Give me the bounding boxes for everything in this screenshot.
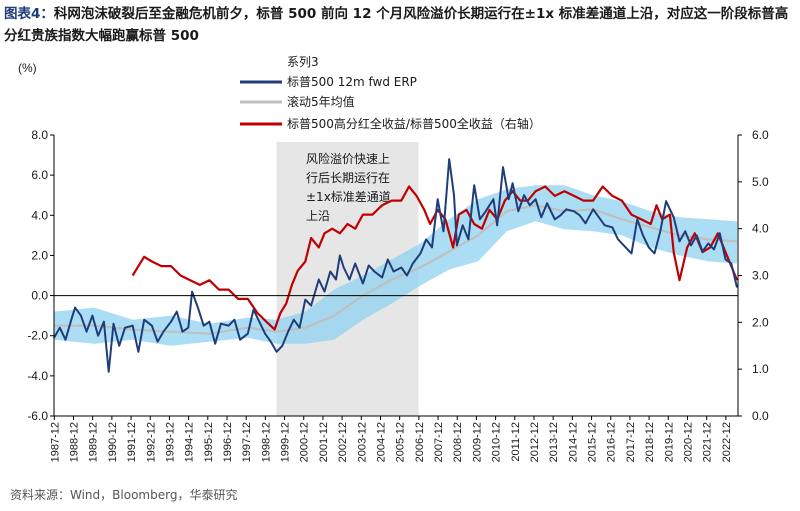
y-tick-label-left: -2.0 [27,329,48,343]
annotation-line: 行后长期运行在 [306,171,390,185]
x-tick-label: 2005-12 [395,422,407,462]
x-tick-label: 1996-12 [222,422,234,462]
y-tick-label-left: 2.0 [31,248,48,262]
x-tick-label: 1990-12 [107,422,119,462]
y-tick-label-right: 4.0 [752,222,769,236]
legend-label: 滚动5年均值 [287,94,355,109]
x-tick-label: 2014-12 [567,422,579,462]
x-tick-label: 1992-12 [145,422,157,462]
y-tick-label-right: 3.0 [752,269,769,283]
x-tick-label: 1993-12 [164,422,176,462]
y-tick-label-right: 0.0 [752,409,769,423]
x-tick-label: 1994-12 [184,422,196,462]
x-tick-label: 2015-12 [587,422,599,462]
figure-title-text: 科网泡沫破裂后至金融危机前夕，标普 500 前向 12 个月风险溢价长期运行在±… [4,6,789,44]
x-tick-label: 2001-12 [318,422,330,462]
x-tick-label: 2002-12 [337,422,349,462]
x-tick-label: 2018-12 [644,422,656,462]
x-tick-label: 1991-12 [126,422,138,462]
annotation-line: 上沿 [306,209,330,223]
x-tick-label: 2016-12 [606,422,618,462]
x-tick-label: 1988-12 [69,422,81,462]
x-tick-label: 2021-12 [702,422,714,462]
legend-label: 标普500 12m fwd ERP [287,75,417,89]
y-tick-label-right: 2.0 [752,315,769,329]
legend-label: 系列3 [287,55,319,69]
left-axis-unit: (%) [18,61,37,75]
legend-label: 标普500高分红全收益/标普500全收益（右轴） [287,116,541,131]
x-tick-label: 1989-12 [88,422,100,462]
y-tick-label-left: -4.0 [27,369,48,383]
x-tick-label: 2004-12 [375,422,387,462]
y-tick-label-right: 6.0 [752,128,769,142]
x-tick-label: 2017-12 [625,422,637,462]
x-tick-label: 2007-12 [433,422,445,462]
annotation-line: ±1x标准差通道 [306,190,391,204]
x-tick-label: 1999-12 [280,422,292,462]
y-tick-label-left: 6.0 [31,168,48,182]
annotation-line: 风险溢价快速上 [306,151,390,166]
y-tick-label-right: 1.0 [752,362,769,376]
x-tick-label: 2008-12 [452,422,464,462]
x-tick-label: 1998-12 [260,422,272,462]
x-tick-label: 1987-12 [49,422,61,462]
x-tick-label: 2000-12 [299,422,311,462]
y-tick-label-left: 4.0 [31,208,48,222]
y-tick-label-left: 8.0 [31,128,48,142]
x-tick-label: 2020-12 [682,422,694,462]
x-tick-label: 2019-12 [663,422,675,462]
x-tick-label: 1997-12 [241,422,253,462]
x-tick-label: 2006-12 [414,422,426,462]
erp-series [53,158,738,373]
y-tick-label-right: 5.0 [752,175,769,189]
x-tick-label: 2010-12 [491,422,503,462]
dividend-ratio-series [131,185,739,331]
y-tick-label-left: 0.0 [31,289,48,303]
std-band-series [54,185,737,346]
rolling-avg-series [54,204,738,335]
x-tick-label: 1995-12 [203,422,215,462]
chart-title: 图表4：科网泡沫破裂后至金融危机前夕，标普 500 前向 12 个月风险溢价长期… [4,3,796,47]
x-tick-label: 2009-12 [471,422,483,462]
x-tick-label: 2013-12 [548,422,560,462]
x-tick-label: 2003-12 [356,422,368,462]
y-tick-label-left: -6.0 [27,409,48,423]
x-tick-label: 2022-12 [721,422,733,462]
figure-label: 图表4： [4,6,54,22]
x-tick-label: 2011-12 [510,422,522,462]
source-note: 资料来源：Wind，Bloomberg，华泰研究 [10,488,238,502]
x-tick-label: 2012-12 [529,422,541,462]
